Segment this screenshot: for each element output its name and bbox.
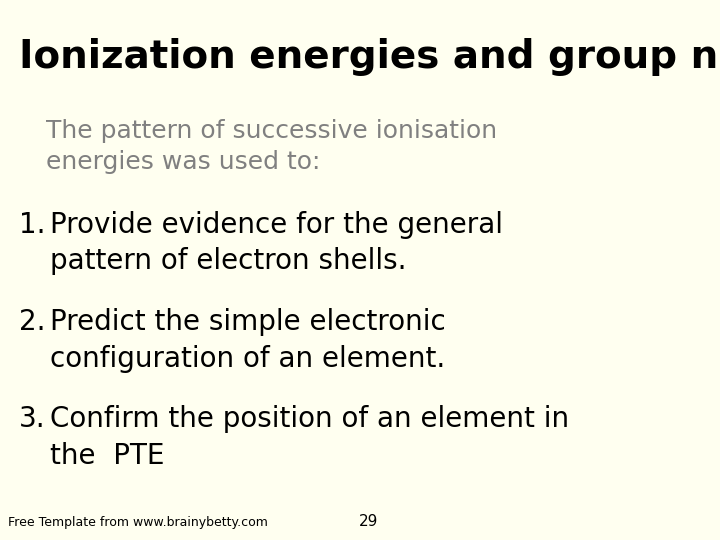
Text: Ionization energies and group numbers: Ionization energies and group numbers — [19, 38, 720, 76]
Text: Predict the simple electronic
configuration of an element.: Predict the simple electronic configurat… — [50, 308, 446, 373]
Text: 29: 29 — [359, 514, 379, 529]
Text: 3.: 3. — [19, 405, 46, 433]
Text: Provide evidence for the general
pattern of electron shells.: Provide evidence for the general pattern… — [50, 211, 503, 275]
Text: 2.: 2. — [19, 308, 46, 336]
Text: 1.: 1. — [19, 211, 46, 239]
Text: The pattern of successive ionisation
energies was used to:: The pattern of successive ionisation ene… — [46, 119, 498, 174]
Text: Free Template from www.brainybetty.com: Free Template from www.brainybetty.com — [8, 516, 268, 529]
Text: Confirm the position of an element in
the  PTE: Confirm the position of an element in th… — [50, 405, 570, 470]
